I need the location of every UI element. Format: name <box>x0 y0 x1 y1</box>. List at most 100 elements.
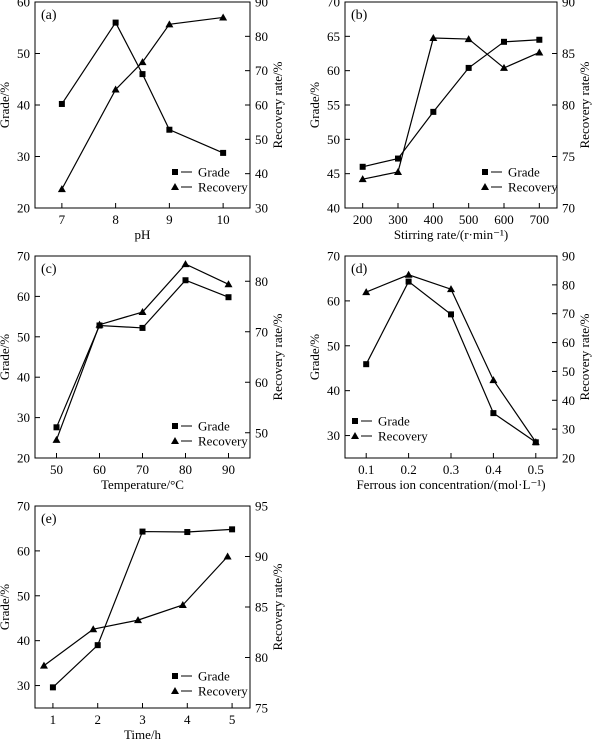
x-axis-label: Ferrous ion concentration/(mol·L⁻¹) <box>356 477 545 492</box>
data-point-recovery <box>531 438 540 446</box>
panel-label: (c) <box>41 262 57 277</box>
data-point-recovery <box>500 63 508 71</box>
series-line-recovery <box>362 37 540 180</box>
y-left-tick-label: 40 <box>17 370 30 385</box>
data-point-grade <box>448 311 454 318</box>
y-right-tick-label: 80 <box>255 29 268 44</box>
data-point-grade <box>58 100 65 107</box>
x-axis-label: Time/h <box>124 727 162 739</box>
series-grade <box>53 277 232 431</box>
y-left-axis-label: Grade/% <box>0 82 12 128</box>
y-left-tick-label: 40 <box>327 201 340 216</box>
y-right-tick-label: 40 <box>562 393 575 408</box>
data-point-recovery <box>394 167 402 175</box>
panel-label: (b) <box>351 8 368 23</box>
data-point-recovery <box>447 285 455 293</box>
y-left-axis-label: Grade/% <box>307 334 322 380</box>
legend-label-recovery: Recovery <box>198 684 248 699</box>
x-tick-label: 200 <box>353 212 373 227</box>
y-right-tick-label: 60 <box>562 335 575 350</box>
x-tick-label: 0.1 <box>358 462 374 477</box>
y-right-axis-label: Recovery rate/% <box>270 313 285 400</box>
data-point-grade <box>112 19 119 26</box>
data-point-grade <box>182 277 189 284</box>
panel-label: (e) <box>41 512 57 527</box>
data-point-grade <box>49 684 56 691</box>
y-right-tick-label: 70 <box>562 201 575 216</box>
y-left-tick-label: 60 <box>17 289 30 304</box>
y-right-tick-label: 85 <box>255 600 268 615</box>
x-tick-label: 2 <box>94 712 101 727</box>
y-right-tick-label: 50 <box>255 425 268 440</box>
legend-label-grade: Grade <box>508 165 540 180</box>
x-axis-label: Stirring rate/(r·min⁻¹) <box>394 227 508 242</box>
legend-label-grade: Grade <box>198 419 230 434</box>
series-grade <box>359 36 543 170</box>
y-right-tick-label: 60 <box>255 375 268 390</box>
y-left-tick-label: 30 <box>327 428 340 443</box>
x-tick-label: 300 <box>388 212 408 227</box>
x-tick-label: 1 <box>50 712 57 727</box>
legend-label-recovery: Recovery <box>508 180 558 195</box>
y-left-tick-label: 70 <box>327 0 340 10</box>
y-left-tick-label: 20 <box>17 451 30 466</box>
y-right-tick-label: 75 <box>255 701 268 716</box>
y-left-tick-label: 50 <box>327 132 340 147</box>
x-tick-label: 7 <box>59 212 66 227</box>
y-right-tick-label: 20 <box>562 451 575 466</box>
data-point-recovery <box>165 20 174 28</box>
x-tick-label: 0.3 <box>443 462 459 477</box>
legend-marker-recovery <box>171 687 179 694</box>
x-tick-label: 4 <box>184 712 191 727</box>
x-axis-label: Temperature/°C <box>101 477 184 492</box>
x-tick-label: 0.2 <box>400 462 416 477</box>
x-tick-label: 600 <box>494 212 514 227</box>
y-right-tick-label: 50 <box>255 132 268 147</box>
chart-panel-0: 7 8 9 10 20 30 40 50 60 30 40 50 60 70 80 90 (a) pH Grade/… <box>0 0 285 242</box>
data-point-recovery <box>138 308 147 316</box>
series-line-grade <box>362 39 540 168</box>
y-right-tick-label: 70 <box>562 306 575 321</box>
y-right-axis-label: Recovery rate/% <box>270 61 285 148</box>
series-recovery <box>52 260 233 443</box>
data-point-recovery <box>57 185 66 193</box>
y-left-tick-label: 20 <box>17 201 30 216</box>
x-tick-label: 80 <box>179 462 192 477</box>
y-right-tick-label: 60 <box>255 98 268 113</box>
data-point-grade <box>139 71 146 78</box>
panel-label: (a) <box>41 8 57 23</box>
legend-marker-grade <box>172 423 178 429</box>
y-right-tick-label: 30 <box>562 422 575 437</box>
y-left-tick-label: 60 <box>17 543 30 558</box>
x-tick-label: 50 <box>50 462 63 477</box>
series-line-grade <box>61 21 224 154</box>
series-recovery <box>57 13 228 193</box>
chart-panel-4: 1 2 3 4 5 30 40 50 60 70 75 80 85 90 95 (e) Time/h Grade/… <box>0 499 285 739</box>
data-point-recovery <box>52 435 61 443</box>
data-point-recovery <box>181 260 190 268</box>
y-left-tick-label: 60 <box>327 63 340 78</box>
legend-label-recovery: Recovery <box>378 429 428 444</box>
x-tick-label: 90 <box>222 462 235 477</box>
data-point-recovery <box>223 552 232 560</box>
y-left-tick-label: 30 <box>17 149 30 164</box>
y-left-tick-label: 70 <box>17 249 30 264</box>
data-point-grade <box>363 361 370 368</box>
data-point-grade <box>490 410 497 417</box>
y-right-tick-label: 90 <box>255 0 268 10</box>
y-right-tick-label: 80 <box>562 277 575 292</box>
chart-panel-2: 50 60 70 80 90 20 30 40 50 60 70 50 60 70 80 (c) Tempera… <box>0 249 285 493</box>
x-tick-label: 0.4 <box>485 462 502 477</box>
y-right-tick-label: 70 <box>255 63 268 78</box>
y-left-tick-label: 50 <box>17 329 30 344</box>
series-grade <box>58 19 227 156</box>
y-right-tick-label: 70 <box>255 324 268 339</box>
y-right-axis-label: Recovery rate/% <box>577 61 592 148</box>
data-point-recovery <box>489 376 498 384</box>
data-point-grade <box>359 163 366 170</box>
y-right-tick-label: 30 <box>255 201 268 216</box>
y-left-tick-label: 40 <box>17 98 30 113</box>
